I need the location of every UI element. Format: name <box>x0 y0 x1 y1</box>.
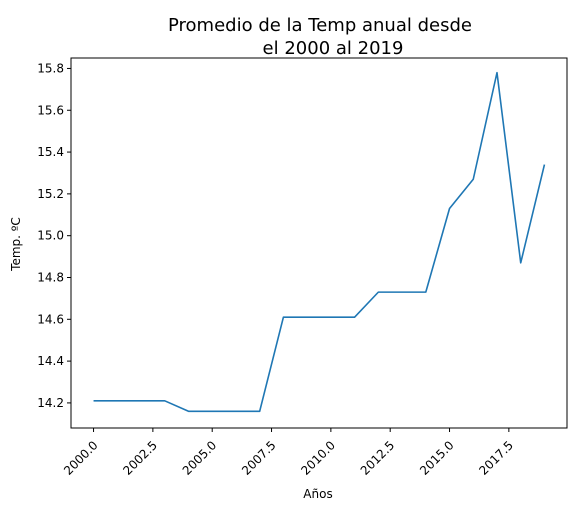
y-axis-label: Temp. ºC <box>9 217 23 272</box>
x-tick-label: 2005.0 <box>180 438 220 478</box>
chart-title-line-2: el 2000 al 2019 <box>263 38 404 59</box>
y-axis-ticks: 14.2 14.4 14.6 14.8 15.0 15.2 15.4 15.6 15.8 <box>37 61 71 410</box>
chart-title-line-1: Promedio de la Temp anual desde <box>168 15 472 36</box>
series-line <box>93 71 546 413</box>
x-axis-ticks: 2000.0 2002.5 2005.0 2007.5 2010.0 2012.5 2015… <box>61 428 516 478</box>
x-tick-label: 2015.0 <box>417 438 457 478</box>
y-tick-label: 15.4 <box>37 145 64 159</box>
y-tick-label: 15.2 <box>37 187 64 201</box>
x-tick-label: 2002.5 <box>120 438 160 478</box>
x-tick-label: 2000.0 <box>61 438 101 478</box>
series-group <box>93 71 546 413</box>
x-axis-label: Años <box>303 487 332 501</box>
y-tick-label: 15.8 <box>37 61 64 75</box>
x-tick-label: 2017.5 <box>476 438 516 478</box>
y-tick-label: 15.6 <box>37 103 64 117</box>
x-tick-label: 2012.5 <box>358 438 398 478</box>
y-tick-label: 14.4 <box>37 354 64 368</box>
x-tick-label: 2010.0 <box>298 438 338 478</box>
y-tick-label: 14.8 <box>37 270 64 284</box>
y-tick-label: 14.6 <box>37 312 64 326</box>
y-tick-label: 15.0 <box>37 229 64 243</box>
y-tick-label: 14.2 <box>37 396 64 410</box>
x-tick-label: 2007.5 <box>239 438 279 478</box>
plot-area-frame <box>70 57 568 429</box>
